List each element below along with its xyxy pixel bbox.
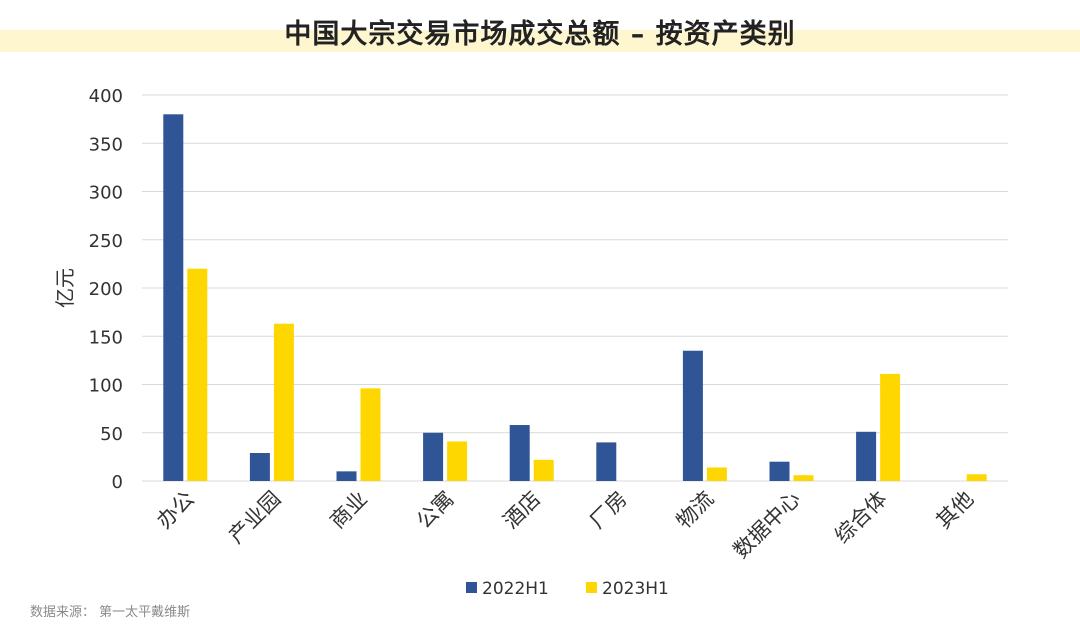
bar-2022H1-8	[856, 431, 877, 481]
bar-2023H1-0	[187, 268, 208, 481]
x-tick-label: 厂房	[585, 487, 632, 534]
y-tick-label: 200	[89, 279, 123, 300]
bar-2023H1-4	[533, 459, 554, 481]
legend-label: 2023H1	[602, 579, 669, 599]
bar-2022H1-7	[769, 461, 790, 481]
bar-2022H1-2	[336, 471, 357, 481]
bar-2023H1-1	[273, 323, 294, 481]
x-tick-label: 物流	[672, 487, 719, 534]
gridlines	[142, 94, 1008, 482]
bar-2023H1-9	[966, 474, 987, 481]
y-tick-label: 300	[89, 183, 123, 204]
source-note: 数据来源： 第一太平戴维斯	[30, 605, 191, 620]
bar-2023H1-8	[880, 373, 901, 481]
legend-swatch	[466, 582, 477, 593]
x-axis-ticks: 办公 产业园 商业 公寓 酒店 厂房 物流 数据中心 综合体 其他	[152, 487, 978, 563]
y-tick-label: 350	[89, 134, 123, 155]
x-tick-label: 办公	[152, 487, 199, 534]
bar-2022H1-0	[163, 114, 184, 482]
title-band	[0, 30, 1080, 52]
bar-2022H1-6	[682, 350, 703, 481]
y-tick-label: 50	[100, 424, 123, 445]
x-tick-label: 其他	[932, 487, 979, 534]
y-tick-label: 100	[89, 376, 123, 397]
bar-2022H1-3	[423, 432, 444, 481]
y-axis-ticks: 0 50 100 150 200 250 300 350 400	[89, 86, 123, 493]
y-tick-label: 250	[89, 231, 123, 252]
bar-2023H1-2	[360, 388, 381, 481]
bar-2022H1-4	[509, 425, 530, 481]
legend: 2022H1 2023H1	[466, 579, 669, 599]
legend-swatch	[586, 582, 597, 593]
legend-label: 2022H1	[482, 579, 549, 599]
bar-2022H1-5	[596, 442, 617, 481]
y-axis-label: 亿元	[53, 268, 77, 308]
y-tick-label: 400	[89, 86, 123, 107]
bars	[163, 114, 987, 482]
y-tick-label: 0	[112, 472, 123, 493]
bar-2023H1-6	[706, 467, 727, 481]
x-tick-label: 酒店	[499, 487, 546, 534]
x-tick-label: 公寓	[412, 487, 459, 534]
bar-2022H1-1	[249, 453, 270, 481]
y-tick-label: 150	[89, 327, 123, 348]
x-tick-label: 商业	[325, 487, 372, 534]
x-tick-label: 产业园	[224, 487, 286, 549]
x-tick-label: 综合体	[830, 487, 892, 549]
x-tick-label: 数据中心	[729, 487, 805, 563]
bar-2023H1-7	[793, 475, 814, 481]
bar-2023H1-3	[447, 441, 468, 481]
chart-title: 中国大宗交易市场成交总额 – 按资产类别	[284, 19, 796, 50]
